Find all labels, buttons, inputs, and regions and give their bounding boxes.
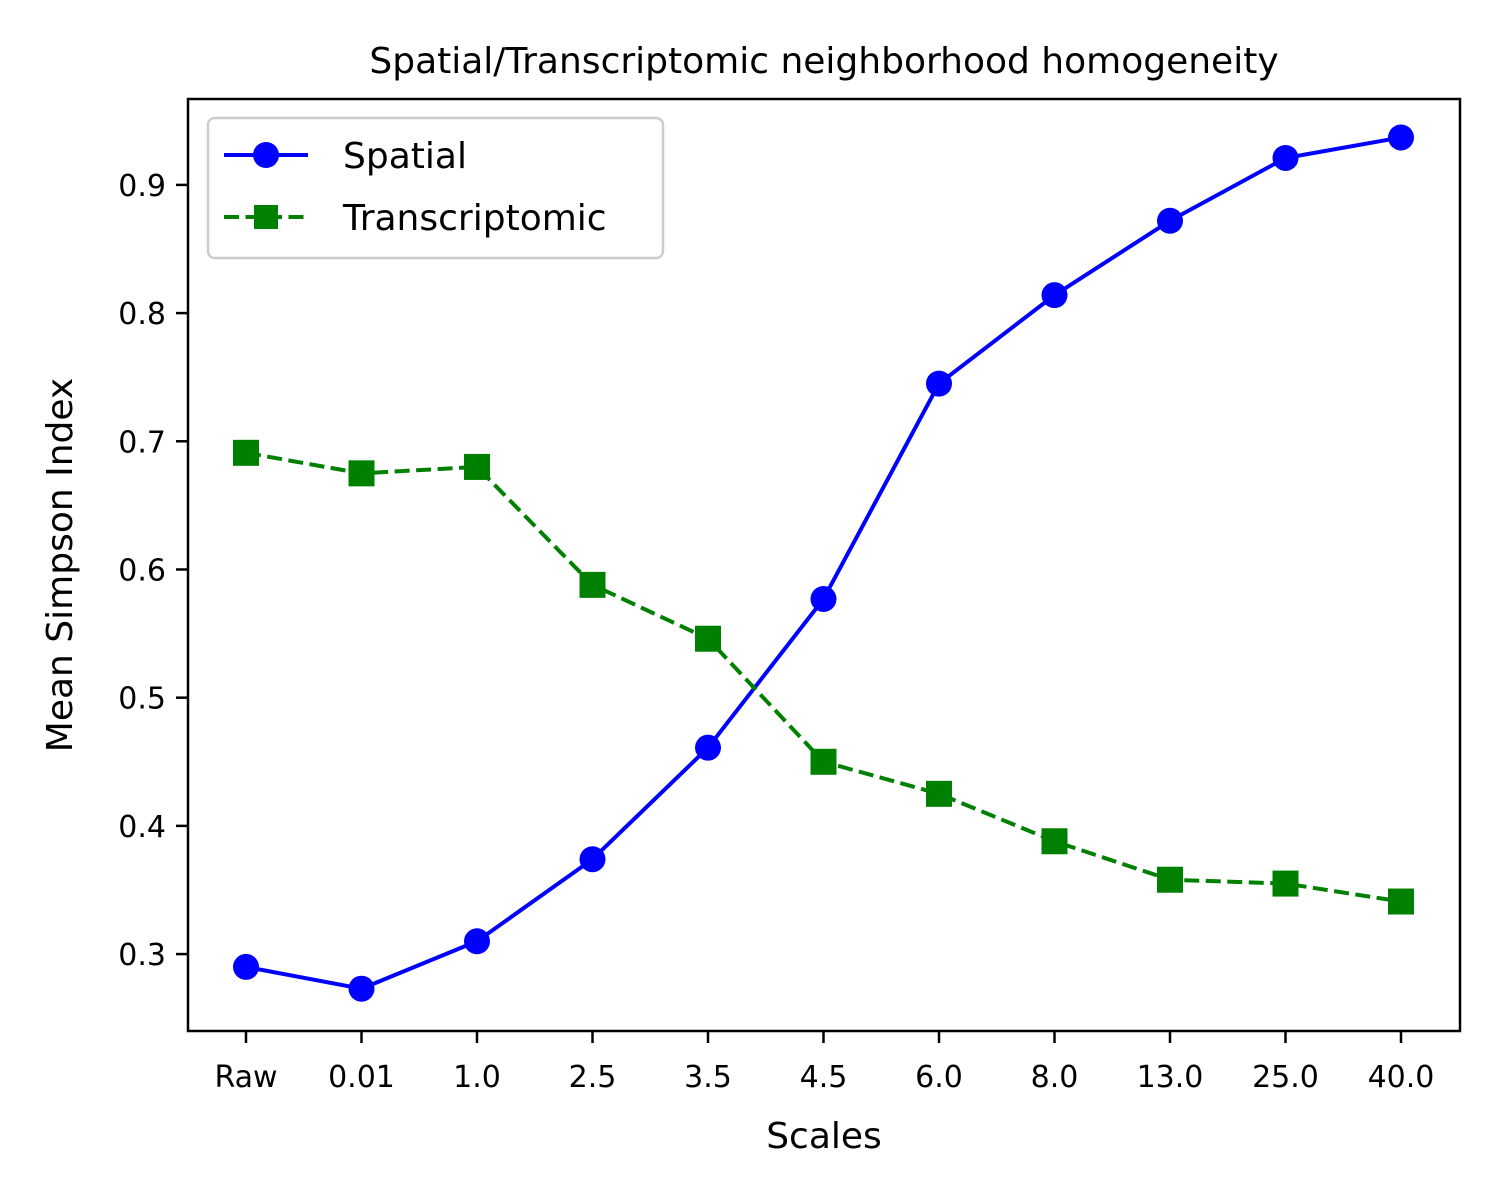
x-axis-label: Scales	[766, 1116, 882, 1157]
data-point-transcriptomic	[579, 571, 606, 598]
data-point-transcriptomic	[1272, 870, 1299, 897]
x-tick-label: 1.0	[453, 1060, 501, 1095]
data-point-spatial	[926, 370, 952, 397]
y-tick-label: 0.7	[118, 425, 166, 460]
data-point-transcriptomic	[695, 625, 721, 652]
x-tick-label: 40.0	[1368, 1060, 1435, 1095]
data-point-transcriptomic	[926, 780, 952, 807]
legend-label-transcriptomic: Transcriptomic	[342, 198, 607, 239]
data-point-transcriptomic	[1157, 866, 1183, 893]
x-axis-ticks: Raw 0.01 1.0 2.5 3.5 4.5 6.0 8.0 13.0 25.0 40.0	[214, 1031, 1434, 1095]
data-point-transcriptomic	[1041, 828, 1068, 855]
chart-title: Spatial/Transcriptomic neighborhood homo…	[369, 41, 1278, 82]
legend-label-spatial: Spatial	[343, 136, 467, 177]
x-tick-label: 13.0	[1137, 1060, 1204, 1095]
data-point-transcriptomic	[1388, 888, 1414, 915]
x-tick-label: 6.0	[915, 1060, 963, 1095]
data-point-spatial	[579, 846, 606, 873]
y-axis-label: Mean Simpson Index	[40, 378, 81, 752]
data-point-transcriptomic	[233, 439, 259, 466]
data-point-spatial	[348, 975, 375, 1002]
x-tick-label: 3.5	[684, 1060, 732, 1095]
data-point-spatial	[1041, 282, 1068, 309]
y-tick-label: 0.4	[118, 810, 166, 845]
data-point-spatial	[1157, 207, 1183, 234]
x-tick-label: 2.5	[569, 1060, 617, 1095]
legend-marker-transcriptomic	[254, 205, 278, 229]
data-point-spatial	[1388, 124, 1414, 151]
data-point-spatial	[810, 585, 837, 612]
x-tick-label: 4.5	[800, 1060, 848, 1095]
y-tick-label: 0.8	[118, 297, 166, 332]
x-tick-label: 25.0	[1252, 1060, 1319, 1095]
y-tick-label: 0.5	[118, 682, 166, 717]
data-point-spatial	[464, 928, 490, 955]
data-point-transcriptomic	[348, 460, 375, 487]
data-point-spatial	[233, 953, 259, 980]
y-tick-label: 0.6	[118, 553, 166, 588]
legend-marker-spatial	[253, 142, 279, 168]
x-tick-label: 8.0	[1031, 1060, 1079, 1095]
data-point-transcriptomic	[464, 453, 490, 480]
y-tick-label: 0.3	[118, 938, 166, 973]
series-layer	[233, 124, 1414, 1002]
y-tick-label: 0.9	[118, 169, 166, 204]
data-point-spatial	[1272, 144, 1299, 171]
plot-frame	[186, 97, 1462, 1033]
x-tick-label: 0.01	[328, 1060, 395, 1095]
legend: Spatial Transcriptomic	[206, 116, 665, 260]
data-point-spatial	[695, 734, 721, 761]
y-axis-ticks: 0.3 0.4 0.5 0.6 0.7 0.8 0.9	[118, 169, 188, 973]
x-tick-label: Raw	[214, 1060, 277, 1095]
data-point-transcriptomic	[810, 748, 837, 775]
legend-frame	[206, 116, 665, 260]
